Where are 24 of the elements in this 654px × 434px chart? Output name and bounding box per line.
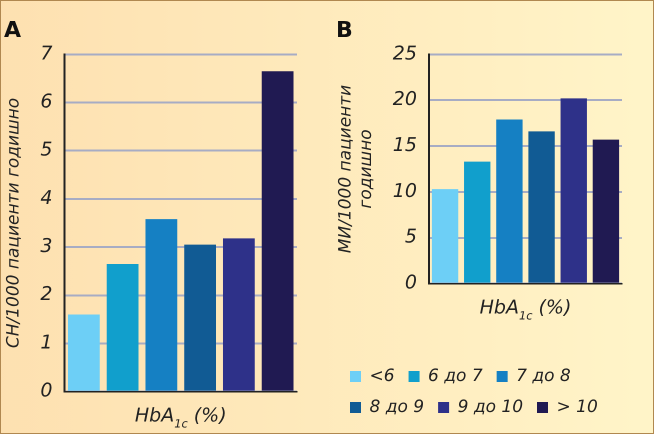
y-tick-label: 3 — [40, 235, 52, 258]
y-axis-title: МИ/1000 пациенти годишно — [336, 84, 376, 254]
y-tick-label: 5 — [404, 226, 417, 248]
y-tick-label: 25 — [392, 42, 417, 64]
y-tick-label: 1 — [40, 331, 52, 354]
y-tick-label: 4 — [40, 186, 52, 209]
y-tick-label: 0 — [404, 272, 417, 294]
chart-title: A — [4, 18, 22, 43]
chart-title: B — [336, 18, 353, 43]
y-tick-label: 10 — [392, 180, 417, 202]
legend-label: 9 до 10 — [458, 396, 524, 417]
y-tick-label: 6 — [40, 90, 52, 113]
legend-label: 7 до 8 — [516, 366, 571, 386]
legend-label: 8 до 9 — [370, 396, 424, 417]
y-axis-title: СН/1000 пациенти годишно — [4, 98, 24, 348]
y-tick-label: 7 — [40, 42, 52, 64]
y-tick-label: 20 — [392, 88, 417, 110]
legend-label: 6 до 7 — [428, 366, 483, 386]
y-tick-label: 0 — [40, 380, 52, 402]
y-tick-label: 2 — [40, 283, 52, 306]
y-tick-label: 15 — [392, 134, 417, 156]
y-tick-label: 5 — [40, 138, 52, 161]
legend-label: <6 — [370, 366, 395, 386]
legend-label: > 10 — [556, 396, 598, 417]
